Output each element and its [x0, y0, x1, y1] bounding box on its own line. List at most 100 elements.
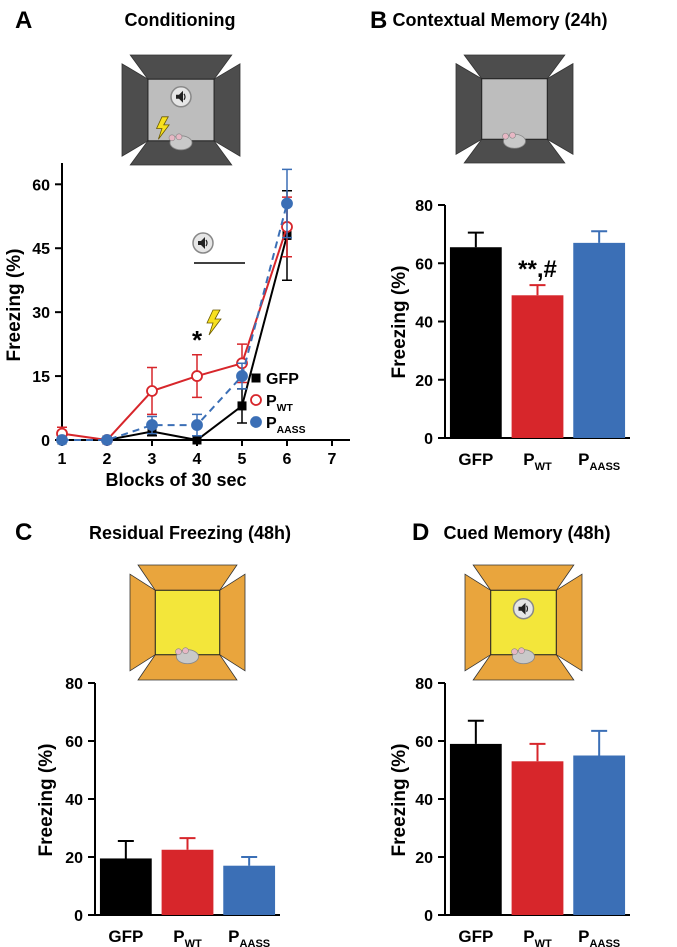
- legend-label-main: GFP: [266, 371, 299, 388]
- mouse-icon: [168, 134, 176, 142]
- y-axis-label: Freezing (%): [36, 744, 57, 857]
- marker: [191, 370, 203, 382]
- bar: [573, 755, 626, 915]
- error-bar: [241, 856, 258, 866]
- mouse-icon: [509, 131, 516, 139]
- shock-icon: [155, 116, 170, 140]
- arena-wall: [546, 62, 574, 156]
- marker: [146, 419, 158, 431]
- x-tick-label-sub: WT: [535, 461, 552, 473]
- legend-label-main: P: [266, 415, 277, 432]
- chart-title: Contextual Memory (24h): [392, 10, 607, 30]
- x-tick-label: PWT: [173, 927, 202, 947]
- bar: [449, 743, 502, 915]
- panel-letter: D: [412, 519, 429, 546]
- y-tick-label: 20: [65, 850, 83, 867]
- x-tick-label-main: GFP: [108, 927, 143, 946]
- annotation: **,#: [518, 256, 557, 283]
- arena-wall: [455, 62, 483, 156]
- y-tick-label: 60: [65, 734, 83, 751]
- chart-title: Conditioning: [125, 10, 236, 30]
- x-tick-label: 2: [103, 451, 112, 468]
- x-tick-label-sub: WT: [535, 938, 552, 947]
- arena-wall: [219, 573, 246, 672]
- x-tick-label-main: GFP: [458, 450, 493, 469]
- error-bar: [467, 719, 484, 744]
- x-tick-label: 3: [148, 451, 157, 468]
- legend-label-sub: WT: [277, 403, 294, 414]
- y-tick-label: 20: [415, 850, 433, 867]
- legend-label-main: P: [266, 393, 277, 410]
- marker: [56, 434, 68, 446]
- speaker-icon: [525, 605, 529, 613]
- bar: [161, 849, 214, 915]
- y-tick-label: 0: [41, 433, 50, 450]
- y-tick-label: 80: [415, 198, 433, 215]
- y-tick-label: 80: [415, 676, 433, 693]
- marker: [191, 419, 203, 431]
- y-tick-label: 0: [74, 908, 83, 925]
- y-tick-label: 45: [32, 241, 50, 258]
- x-tick-label: GFP: [458, 927, 493, 946]
- x-tick-label-sub: AASS: [589, 461, 620, 473]
- legend-marker: [250, 416, 262, 428]
- y-axis-label: Freezing (%): [389, 266, 410, 379]
- x-tick-label: PAASS: [578, 450, 620, 473]
- marker: [146, 385, 158, 397]
- y-tick-label: 60: [32, 177, 50, 194]
- x-tick-label-main: P: [228, 927, 239, 946]
- bar: [223, 865, 276, 915]
- x-tick-label-main: P: [578, 450, 589, 469]
- bar: [449, 247, 502, 438]
- arena-wall: [129, 573, 156, 672]
- x-tick-label-sub: AASS: [239, 938, 270, 947]
- arena-wall: [129, 54, 233, 80]
- y-tick-label: 0: [424, 431, 433, 448]
- x-tick-label: PWT: [523, 927, 552, 947]
- y-tick-label: 60: [415, 734, 433, 751]
- x-tick-label: GFP: [458, 450, 493, 469]
- bar: [511, 761, 564, 915]
- error-bar: [591, 230, 608, 243]
- y-tick-label: 80: [65, 676, 83, 693]
- bar: [511, 295, 564, 438]
- x-tick-label: 6: [283, 451, 292, 468]
- arena-wall: [213, 63, 241, 157]
- speaker-icon: [176, 90, 183, 103]
- legend-label: GFP: [266, 371, 299, 388]
- y-tick-label: 40: [65, 792, 83, 809]
- chart-title: Cued Memory (48h): [443, 523, 610, 543]
- y-axis-label: Freezing (%): [4, 249, 25, 362]
- error-bar: [179, 837, 196, 850]
- x-tick-label: 5: [238, 451, 247, 468]
- error-bar: [529, 284, 546, 296]
- y-tick-label: 30: [32, 305, 50, 322]
- arena-wall: [464, 573, 492, 672]
- y-tick-label: 40: [415, 792, 433, 809]
- speaker-icon: [205, 239, 208, 247]
- mouse-icon: [175, 648, 182, 656]
- marker: [237, 401, 247, 411]
- arena-wall: [137, 564, 238, 591]
- panel-letter: C: [15, 519, 32, 546]
- x-tick-label: 7: [328, 451, 337, 468]
- x-tick-label-main: P: [578, 927, 589, 946]
- x-tick-label-main: P: [173, 927, 184, 946]
- x-tick-label-main: P: [523, 927, 534, 946]
- panel-letter: B: [370, 7, 387, 34]
- error-bar: [529, 742, 546, 762]
- marker: [101, 434, 113, 446]
- y-tick-label: 20: [415, 373, 433, 390]
- x-tick-label-sub: WT: [185, 938, 202, 947]
- speaker-icon: [183, 93, 186, 101]
- legend-label: PWT: [266, 393, 293, 414]
- series-line: [61, 226, 288, 442]
- x-tick-label-main: P: [523, 450, 534, 469]
- shock-icon: [206, 309, 222, 336]
- legend-marker: [250, 394, 262, 406]
- mouse-icon: [182, 647, 189, 655]
- mouse-icon: [175, 133, 183, 141]
- bar: [573, 242, 626, 438]
- y-tick-label: 60: [415, 256, 433, 273]
